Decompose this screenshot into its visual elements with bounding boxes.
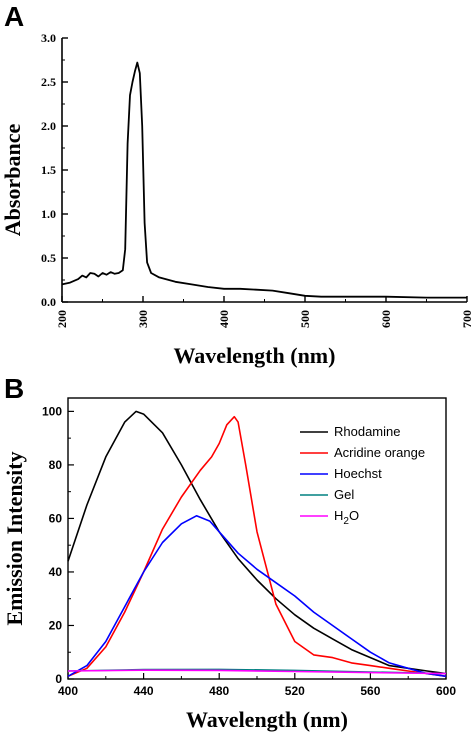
y-tick-label: 20 <box>49 618 63 632</box>
x-tick-label: 400 <box>58 684 78 698</box>
legend-label: Hoechst <box>334 466 382 481</box>
y-tick-label: 0.0 <box>41 295 56 309</box>
emission-series-line-2 <box>68 516 446 677</box>
legend-label: Gel <box>334 487 354 502</box>
y-axis-title: Absorbance <box>0 124 25 237</box>
absorbance-series-line <box>62 63 467 298</box>
y-tick-label: 60 <box>49 511 63 525</box>
panel-b-letter: B <box>4 373 24 404</box>
x-tick-label: 300 <box>136 310 150 328</box>
y-tick-label: 1.0 <box>41 207 56 221</box>
plot-frame <box>68 398 446 679</box>
panel-a-chart: 0.0 0.5 1.0 1.5 2.0 2.5 3.0 200 300 400 500 600 700 W… <box>0 31 474 368</box>
legend-label-o: O <box>349 508 359 523</box>
panel-a-letter: A <box>4 1 24 32</box>
y-tick-label: 80 <box>49 458 63 472</box>
y-tick-label: 1.5 <box>41 163 56 177</box>
x-tick-label: 500 <box>298 310 312 328</box>
legend-label: Acridine orange <box>334 445 425 460</box>
x-tick-label: 520 <box>285 684 305 698</box>
legend-label: H2O <box>334 508 359 527</box>
legend: Rhodamine Acridine orange Hoechst Gel H2O <box>300 424 425 527</box>
y-tick-label: 0.5 <box>41 251 56 265</box>
x-tick-label: 480 <box>209 684 229 698</box>
x-tick-label: 560 <box>360 684 380 698</box>
y-tick-label: 40 <box>49 565 63 579</box>
legend-label: Rhodamine <box>334 424 401 439</box>
y-tick-label: 3.0 <box>41 31 56 45</box>
x-axis-title: Wavelength (nm) <box>174 343 336 368</box>
y-axis-title: Emission Intensity <box>2 451 27 625</box>
y-tick-label: 100 <box>42 404 62 418</box>
legend-label-h: H <box>334 508 343 523</box>
x-tick-label: 600 <box>379 310 393 328</box>
y-tick-label: 2.0 <box>41 119 56 133</box>
x-tick-label: 700 <box>460 310 474 328</box>
x-axis-title: Wavelength (nm) <box>186 707 348 732</box>
x-tick-label: 200 <box>55 310 69 328</box>
x-tick-label: 440 <box>134 684 154 698</box>
x-tick-label: 400 <box>217 310 231 328</box>
x-tick-label: 600 <box>436 684 456 698</box>
y-tick-label: 2.5 <box>41 75 56 89</box>
